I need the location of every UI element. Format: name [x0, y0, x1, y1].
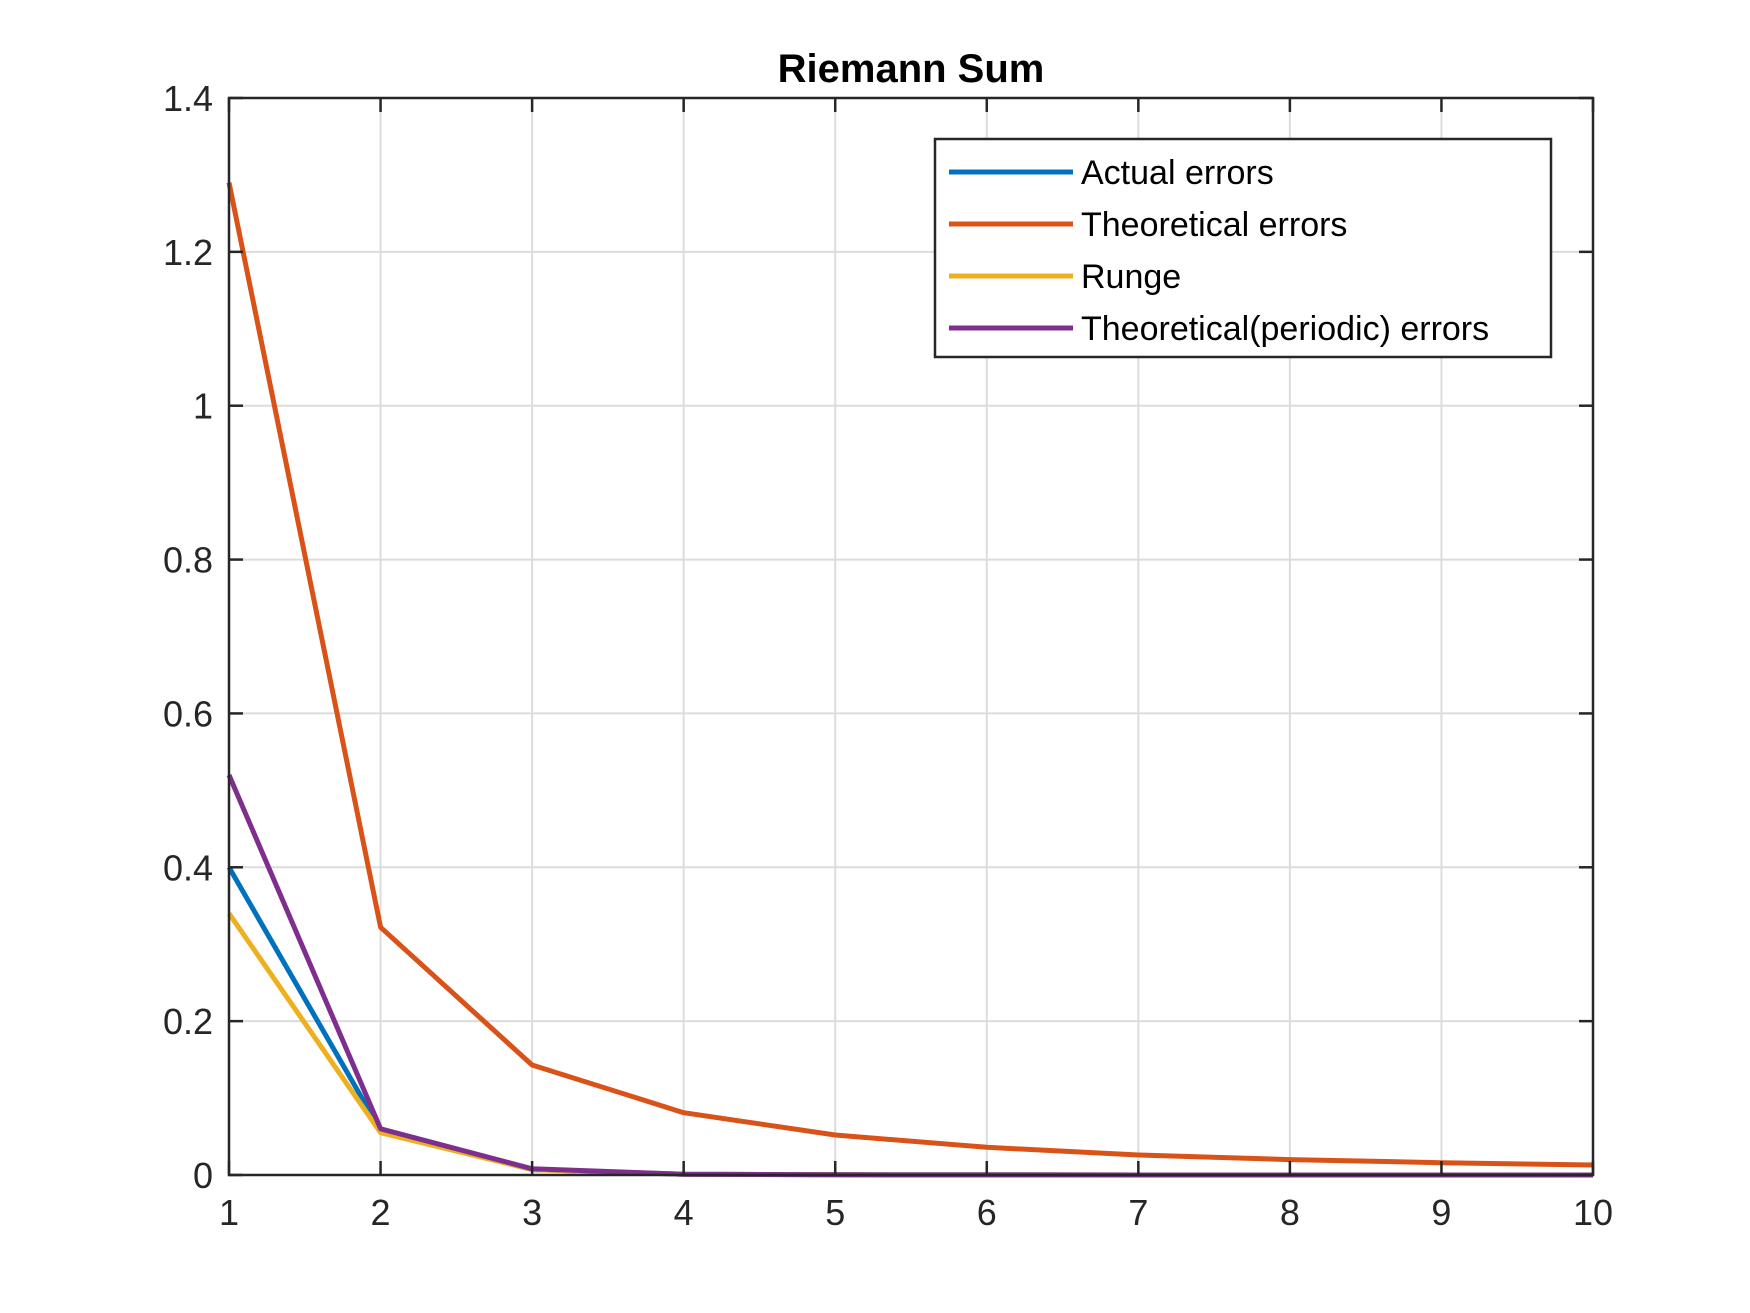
series-line-2: [226, 182, 1594, 1168]
axis-ticks: 1 2 3 4 5 6 7 8 9 10 0 0.2 0.4 0.6 0.8 1 1.2 1.4: [163, 78, 1613, 1233]
y-tick-label: 0: [193, 1155, 213, 1196]
x-tick-label: 8: [1280, 1192, 1300, 1233]
y-tick-label: 0.6: [163, 693, 213, 734]
x-tick-label: 6: [977, 1192, 997, 1233]
legend-label: Actual errors: [1081, 154, 1274, 192]
x-tick-label: 3: [522, 1192, 542, 1233]
x-tick-label: 2: [371, 1192, 391, 1233]
x-tick-label: 1: [219, 1192, 239, 1233]
y-tick-label: 1.2: [163, 232, 213, 273]
legend-label: Runge: [1081, 258, 1181, 296]
plot-frame: [227, 96, 1595, 1177]
y-tick-label: 1.4: [163, 78, 213, 119]
x-tick-label: 10: [1573, 1192, 1613, 1233]
x-tick-label: 9: [1431, 1192, 1451, 1233]
chart-title: Riemann Sum: [778, 47, 1045, 91]
legend-label: Theoretical(periodic) errors: [1081, 310, 1489, 348]
y-tick-label: 0.4: [163, 847, 213, 888]
y-tick-label: 0.2: [163, 1001, 213, 1042]
x-tick-label: 5: [825, 1192, 845, 1233]
y-tick-label: 0.8: [163, 540, 213, 581]
x-tick-label: 4: [674, 1192, 694, 1233]
legend: Actual errors Theoretical errors Runge Theo…: [933, 137, 1553, 359]
x-tick-label: 7: [1128, 1192, 1148, 1233]
legend-label: Theoretical errors: [1081, 206, 1347, 244]
y-tick-label: 1: [193, 386, 213, 427]
legend-box: [933, 137, 1553, 359]
